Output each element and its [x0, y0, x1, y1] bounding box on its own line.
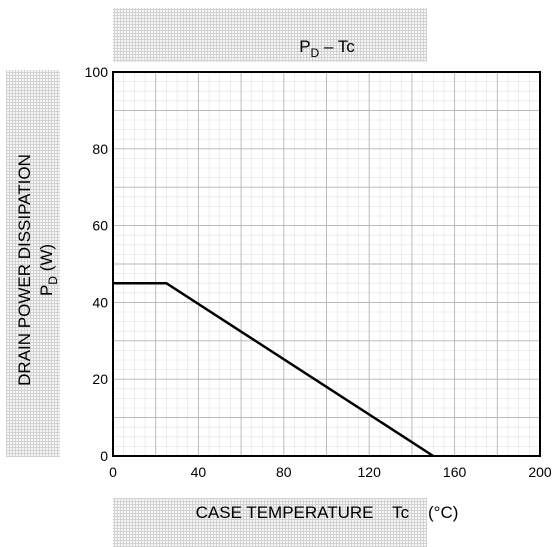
- y-axis-label-line2: PD (W): [37, 244, 60, 296]
- series-group: [113, 281, 434, 458]
- ylabel-box: [6, 70, 60, 457]
- y-tick-label: 0: [100, 448, 108, 464]
- y-tick-label: 80: [92, 141, 108, 157]
- y-tick-label: 40: [92, 294, 108, 310]
- y-tick-label: 100: [85, 64, 109, 80]
- x-tick-label: 40: [191, 464, 207, 480]
- series-line: [113, 281, 434, 458]
- grid: [112, 71, 541, 457]
- x-tick-label: 80: [276, 464, 292, 480]
- y-tick-label: 60: [92, 218, 108, 234]
- y-tick-label: 20: [92, 371, 108, 387]
- title-box: [113, 8, 427, 62]
- y-axis-label: DRAIN POWER DISSIPATION PD (W): [15, 154, 60, 386]
- x-axis-label: CASE TEMPERATURE Tc (°C): [196, 503, 459, 522]
- xlabel-box: [113, 498, 427, 547]
- x-tick-label: 0: [109, 464, 117, 480]
- x-tick-label: 160: [443, 464, 467, 480]
- x-tick-label: 200: [528, 464, 552, 480]
- chart-title: PD – Tc: [299, 37, 355, 60]
- y-tick-labels: 0 20 40 60 80 100: [85, 64, 109, 464]
- y-axis-label-line1: DRAIN POWER DISSIPATION: [15, 154, 34, 386]
- x-tick-label: 120: [358, 464, 382, 480]
- plot-frame: [112, 71, 541, 457]
- x-tick-labels: 0 40 80 120 160 200: [109, 464, 552, 480]
